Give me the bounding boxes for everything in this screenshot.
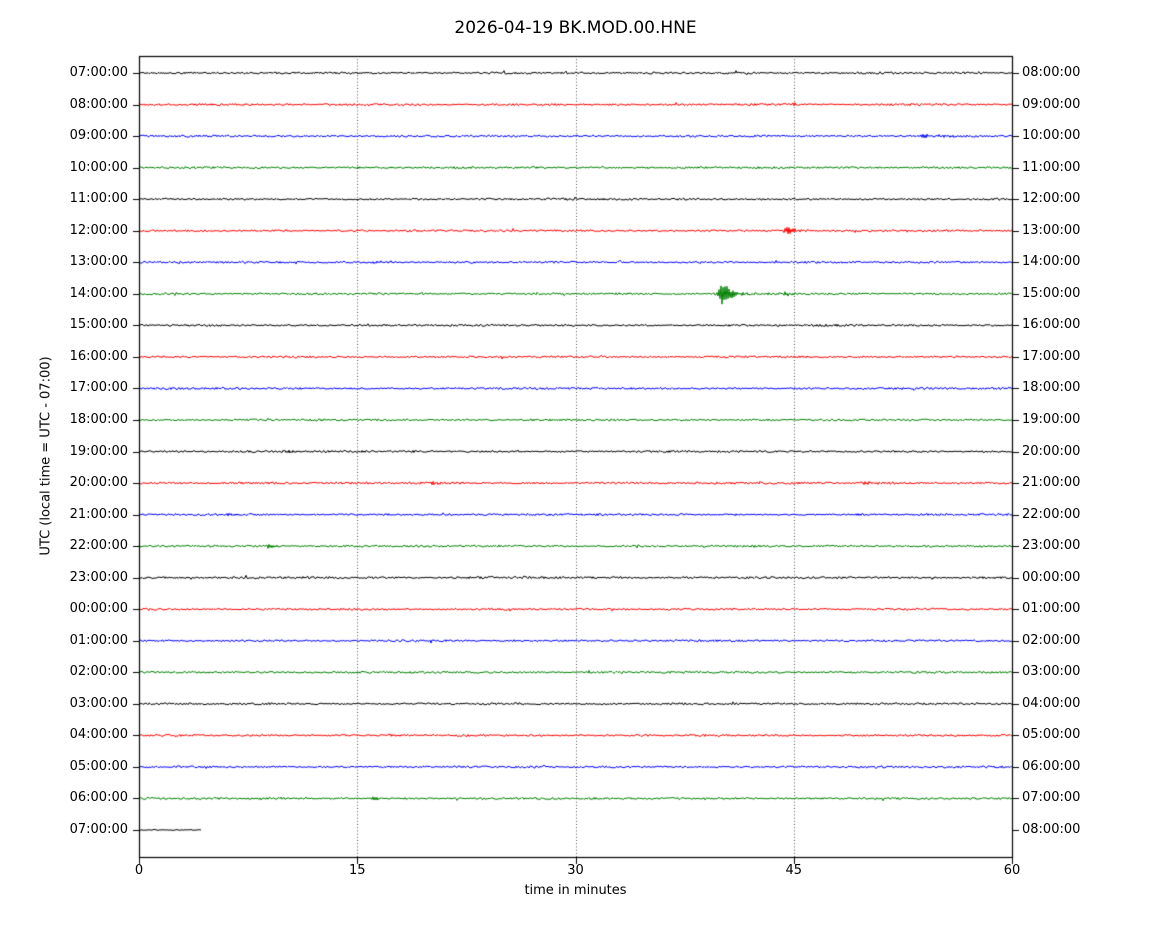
- row-utc-start-label: 05:00:00: [69, 758, 128, 774]
- row-utc-end-label: 20:00:00: [1022, 443, 1081, 459]
- row-utc-start-label: 09:00:00: [69, 128, 128, 144]
- row-utc-end-label: 21:00:00: [1022, 475, 1081, 491]
- row-utc-start-label: 16:00:00: [69, 348, 128, 364]
- row-utc-start-label: 13:00:00: [69, 254, 128, 270]
- row-utc-start-label: 18:00:00: [69, 411, 128, 427]
- x-tick-label: 30: [567, 863, 584, 878]
- chart-title: 2026-04-19 BK.MOD.00.HNE: [454, 18, 697, 38]
- row-utc-start-label: 00:00:00: [69, 601, 128, 617]
- x-axis-label: time in minutes: [524, 883, 627, 898]
- row-utc-start-label: 15:00:00: [69, 317, 128, 333]
- x-tick-label: 60: [1003, 863, 1021, 878]
- row-utc-end-label: 03:00:00: [1022, 664, 1081, 680]
- row-utc-end-label: 13:00:00: [1022, 222, 1081, 238]
- row-utc-end-label: 18:00:00: [1022, 380, 1081, 396]
- row-utc-end-label: 06:00:00: [1022, 758, 1081, 774]
- row-utc-start-label: 02:00:00: [69, 664, 128, 680]
- row-utc-end-label: 07:00:00: [1022, 790, 1081, 806]
- row-utc-start-label: 07:00:00: [69, 65, 128, 80]
- row-utc-end-label: 22:00:00: [1022, 506, 1081, 522]
- row-utc-end-label: 10:00:00: [1022, 128, 1081, 144]
- row-utc-end-label: 16:00:00: [1022, 317, 1081, 333]
- row-utc-start-label: 03:00:00: [69, 695, 128, 711]
- row-utc-start-label: 23:00:00: [69, 569, 128, 585]
- row-utc-start-label: 11:00:00: [69, 191, 128, 207]
- row-utc-start-label: 04:00:00: [69, 727, 128, 743]
- row-utc-end-label: 15:00:00: [1022, 285, 1081, 301]
- row-utc-start-label: 08:00:00: [69, 96, 128, 112]
- x-tick-label: 0: [134, 863, 144, 878]
- row-utc-end-label: 11:00:00: [1022, 159, 1081, 175]
- row-utc-end-label: 17:00:00: [1022, 348, 1081, 364]
- row-utc-start-label: 19:00:00: [69, 443, 128, 459]
- row-utc-start-label: 20:00:00: [69, 475, 128, 491]
- row-utc-end-label: 08:00:00: [1022, 65, 1081, 80]
- row-utc-start-label: 12:00:00: [69, 222, 128, 238]
- row-utc-end-label: 00:00:00: [1022, 569, 1081, 585]
- row-utc-end-label: 04:00:00: [1022, 695, 1081, 711]
- row-utc-start-label: 22:00:00: [69, 538, 128, 554]
- row-utc-start-label: 06:00:00: [69, 790, 128, 806]
- x-tick-label: 15: [348, 863, 366, 878]
- row-utc-end-label: 23:00:00: [1022, 538, 1081, 554]
- row-utc-end-label: 01:00:00: [1022, 601, 1081, 617]
- row-utc-end-label: 19:00:00: [1022, 411, 1081, 427]
- row-utc-end-label: 09:00:00: [1022, 96, 1081, 112]
- row-utc-end-label: 02:00:00: [1022, 632, 1081, 648]
- row-utc-start-label: 21:00:00: [69, 506, 128, 522]
- row-utc-start-label: 10:00:00: [69, 159, 128, 175]
- row-utc-start-label: 01:00:00: [69, 632, 128, 648]
- x-tick-label: 45: [785, 863, 803, 878]
- row-utc-end-label: 05:00:00: [1022, 727, 1081, 743]
- row-utc-start-label: 07:00:00: [69, 822, 128, 837]
- row-utc-end-label: 14:00:00: [1022, 254, 1081, 270]
- row-utc-end-label: 08:00:00: [1022, 822, 1081, 837]
- row-utc-end-label: 12:00:00: [1022, 191, 1081, 207]
- row-utc-start-label: 17:00:00: [69, 380, 128, 396]
- row-utc-start-label: 14:00:00: [69, 285, 128, 301]
